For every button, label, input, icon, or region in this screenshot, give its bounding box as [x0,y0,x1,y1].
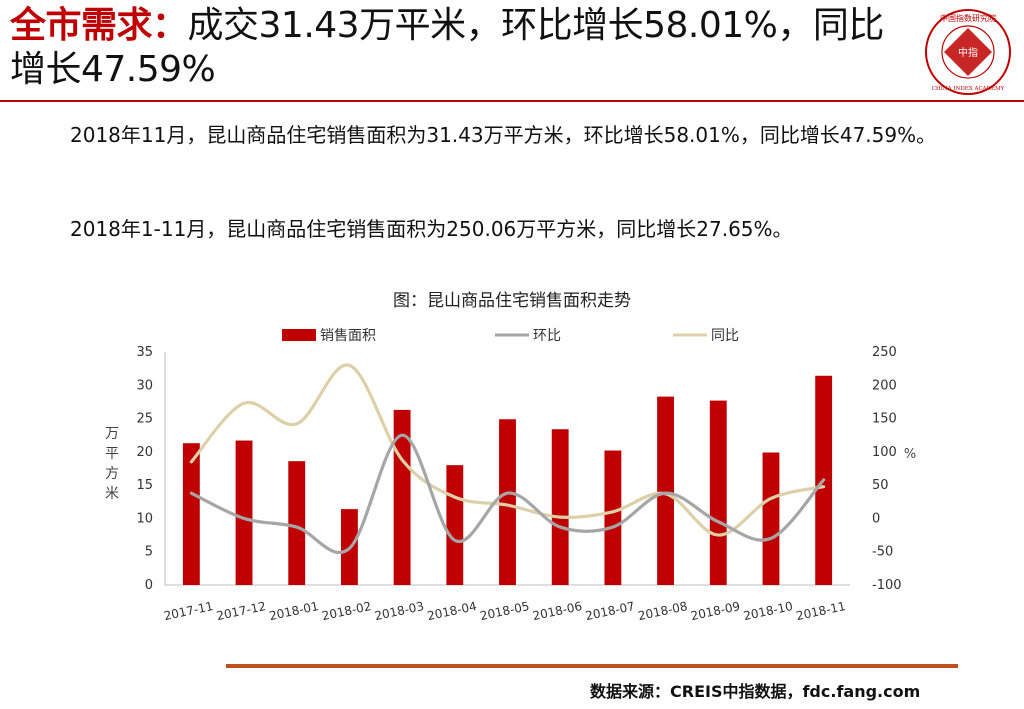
legend-swatch-sales-area [282,329,316,341]
chart-title: 图：昆山商品住宅销售面积走势 [393,291,631,311]
y-tick-label-right: 100 [872,445,897,460]
legend-label-yoy: 同比 [711,328,739,344]
line-series-yoy [189,363,826,537]
x-tick-label: 2017-11 [163,599,215,623]
bar-sales-area [499,419,516,585]
y-tick-label-left: 15 [136,478,153,493]
y-tick-label-right: 250 [872,345,897,360]
paragraph-ytd: 2018年1-11月，昆山商品住宅销售面积为250.06万平方米，同比增长27.… [70,217,793,241]
y-tick-label-right: 0 [872,511,880,526]
legend-label-mom: 环比 [533,328,561,344]
y-tick-label-left: 10 [136,511,153,526]
bar-sales-area [604,450,622,585]
y-tick-label-left: 30 [136,378,153,393]
x-tick-label: 2018-04 [426,599,478,623]
y-tick-label-left: 20 [136,445,153,460]
bar-sales-area [709,400,727,585]
bar-sales-area [182,443,200,585]
x-tick-label: 2018-09 [689,599,741,623]
title-divider [0,100,1024,102]
y-tick-label-right: -100 [872,578,902,593]
x-tick-label: 2018-05 [479,599,531,623]
x-tick-label: 2018-08 [637,599,689,623]
bar-sales-area [446,465,464,585]
legend-label-sales-area: 销售面积 [320,328,376,344]
slide-title: 全市需求：成交31.43万平米，环比增长58.01%，同比增长47.59% [10,4,910,92]
paragraph-monthly: 2018年11月，昆山商品住宅销售面积为31.43万平方米，环比增长58.01%… [70,123,937,147]
y-tick-label-left: 0 [145,578,153,593]
y-axis-label-left-char: 方 [105,466,119,482]
bar-sales-area [657,396,675,585]
y-tick-label-left: 5 [145,545,153,560]
title-text: 成交31.43万平米，环比增长58.01%，同比增长47.59% [10,5,884,90]
y-axis-label-left-char: 平 [105,446,119,462]
y-axis-label-right: % [904,447,916,462]
china-index-academy-logo: 中指 中国指数研究院 CHINA INDEX ACADEMY [925,9,1011,95]
bar-sales-area [288,461,306,585]
y-axis-label-left-char: 米 [105,486,119,502]
x-tick-label: 2018-03 [373,599,425,623]
x-tick-label: 2017-12 [215,599,267,623]
footer-divider [226,664,958,668]
logo-ring-bottom-text: CHINA INDEX ACADEMY [932,86,1005,92]
bar-sales-area [551,429,569,585]
y-axis-label-left-char: 万 [105,426,119,442]
x-tick-label: 2018-01 [268,599,320,623]
y-tick-label-left: 25 [136,412,153,427]
x-tick-label: 2018-06 [531,599,583,623]
title-highlight: 全市需求： [10,5,188,46]
x-tick-label: 2018-07 [584,599,636,623]
y-tick-label-right: 50 [872,478,889,493]
bar-sales-area [762,452,780,585]
logo-ring-top-text: 中国指数研究院 [940,13,996,23]
x-tick-label: 2018-10 [742,599,794,623]
y-tick-label-right: 150 [872,412,897,427]
y-tick-label-right: -50 [872,545,893,560]
bar-sales-area [235,440,253,585]
sales-area-trend-chart: 0 5 10 15 20 25 30 35 -100 -50 0 50 100 150 200 250 万平方米… [105,328,916,623]
y-tick-label-left: 35 [136,345,153,360]
x-tick-label: 2018-11 [795,599,847,623]
y-tick-label-right: 200 [872,378,897,393]
line-series-mom [189,433,826,555]
logo-center-text: 中指 [958,46,978,59]
data-source: 数据来源：CREIS中指数据，fdc.fang.com [590,682,921,701]
x-tick-label: 2018-02 [321,599,373,623]
